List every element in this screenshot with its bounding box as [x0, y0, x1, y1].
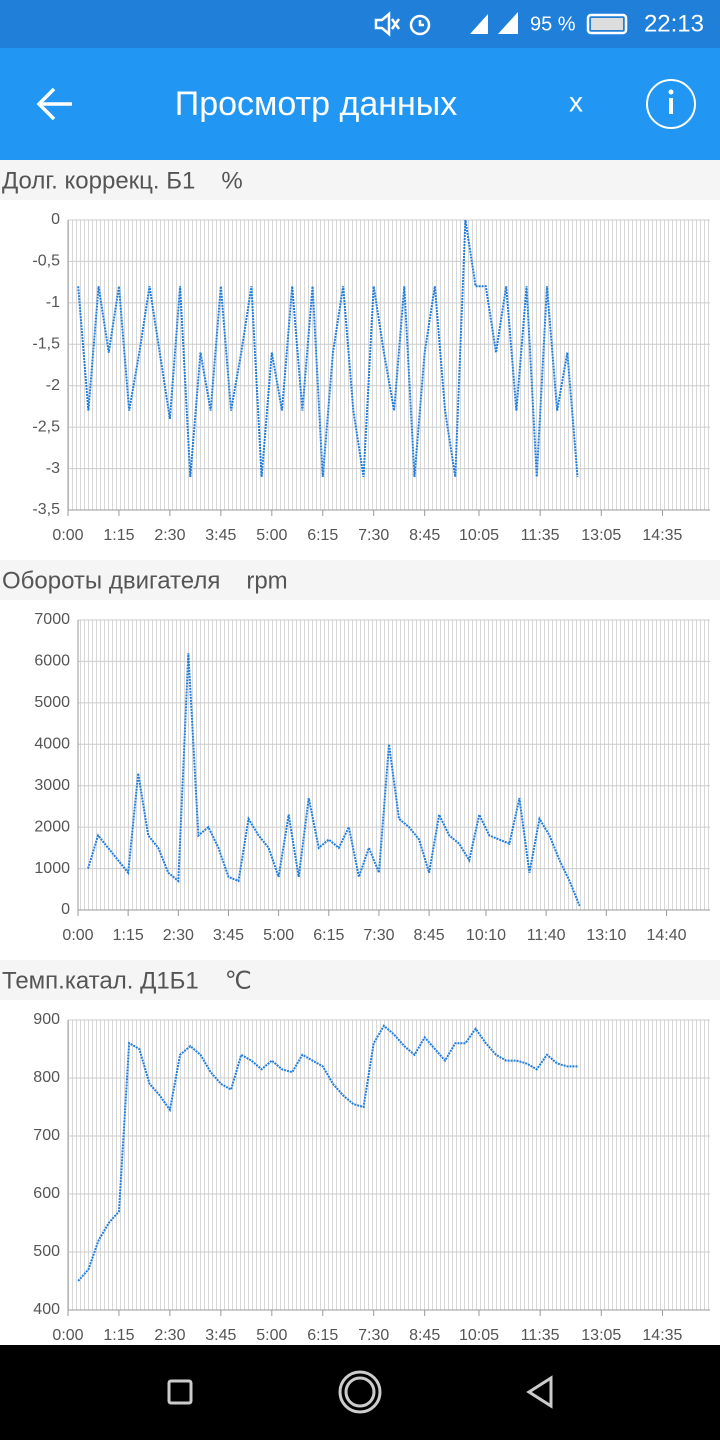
x-tick-label: 13:05 [581, 1327, 621, 1344]
y-tick-label: 6000 [34, 653, 70, 670]
chart-title: Долг. коррекц. Б1 [2, 167, 195, 194]
y-tick-label: 400 [33, 1301, 60, 1318]
battery-text: 95 % [530, 13, 576, 35]
data-line [77, 1024, 578, 1282]
x-tick-label: 0:00 [52, 1327, 83, 1344]
y-tick-label: 3000 [34, 777, 70, 794]
x-tick-label: 3:45 [205, 1327, 236, 1344]
chart-header [0, 560, 720, 600]
x-tick-label: 3:45 [205, 527, 236, 544]
x-tick-label: 14:35 [642, 527, 682, 544]
minor-grid [78, 620, 710, 910]
x-tick-label: 7:30 [358, 527, 389, 544]
x-tick-label: 8:45 [409, 1327, 440, 1344]
x-tick-label: 3:45 [213, 927, 244, 944]
y-tick-label: -0,5 [32, 253, 60, 270]
x-tick-label: 1:15 [103, 527, 134, 544]
x-tick-label: 7:30 [363, 927, 394, 944]
x-tick-label: 11:40 [527, 927, 566, 944]
y-tick-label: 600 [33, 1185, 60, 1202]
x-tick-label: 14:35 [642, 1327, 682, 1344]
y-tick-label: 1000 [34, 860, 70, 877]
y-tick-label: -1,5 [32, 336, 60, 353]
y-tick-label: 5000 [34, 694, 70, 711]
x-tick-label: 11:35 [521, 1327, 560, 1344]
y-tick-label: 7000 [34, 611, 70, 628]
data-line [77, 219, 579, 478]
clock: 22:13 [644, 10, 704, 37]
minor-grid [68, 1020, 710, 1310]
x-tick-label: 1:15 [113, 927, 144, 944]
minor-grid [68, 220, 710, 510]
y-tick-label: 900 [33, 1011, 60, 1028]
chart-unit: % [221, 167, 242, 194]
y-tick-label: -1 [46, 294, 60, 311]
x-tick-label: 10:05 [459, 1327, 499, 1344]
data-line [87, 653, 581, 907]
app-title: Просмотр данных [175, 85, 457, 123]
y-tick-label: 2000 [34, 818, 70, 835]
x-tick-label: 1:15 [103, 1327, 134, 1344]
x-tick-label: 5:00 [256, 527, 287, 544]
x-tick-label: 2:30 [154, 527, 185, 544]
y-tick-label: 4000 [34, 736, 70, 753]
chart-header [0, 160, 720, 200]
signal-icons [470, 12, 623, 34]
x-tick-label: 2:30 [154, 1327, 185, 1344]
status-icons [374, 11, 628, 37]
y-tick-label: 0 [61, 901, 70, 918]
chart-unit: rpm [246, 567, 287, 594]
x-tick-label: 8:45 [414, 927, 445, 944]
nav-bar [0, 1345, 720, 1440]
x-tick-label: 8:45 [409, 527, 440, 544]
x-tick-label: 7:30 [358, 1327, 389, 1344]
y-tick-label: -3,5 [32, 501, 60, 518]
x-tick-label: 2:30 [163, 927, 194, 944]
y-tick-label: 700 [33, 1127, 60, 1144]
chart-title: Темп.катал. Д1Б1 [2, 967, 199, 994]
y-tick-label: 800 [33, 1069, 60, 1086]
y-tick-label: 0 [51, 211, 60, 228]
info-button[interactable] [646, 79, 696, 129]
y-tick-label: -2,5 [32, 418, 60, 435]
close-button[interactable]: x [569, 86, 583, 117]
x-tick-label: 6:15 [307, 1327, 338, 1344]
x-tick-label: 13:10 [586, 927, 626, 944]
x-tick-label: 14:40 [647, 927, 687, 944]
y-tick-label: 500 [33, 1243, 60, 1260]
x-tick-label: 6:15 [313, 927, 344, 944]
chart-header [0, 960, 720, 1000]
x-tick-label: 13:05 [581, 527, 621, 544]
back-button[interactable] [36, 87, 72, 121]
app-bar [0, 48, 720, 160]
chart-unit: ℃ [225, 967, 252, 994]
chart-title: Обороты двигателя [2, 567, 220, 594]
x-tick-label: 11:35 [521, 527, 560, 544]
x-tick-label: 10:10 [466, 927, 506, 944]
y-tick-label: -2 [46, 377, 60, 394]
nav-buttons[interactable] [167, 1370, 553, 1414]
x-tick-label: 5:00 [256, 1327, 287, 1344]
x-tick-label: 6:15 [307, 527, 338, 544]
x-tick-label: 0:00 [52, 527, 83, 544]
x-tick-label: 0:00 [62, 927, 93, 944]
x-tick-label: 5:00 [263, 927, 294, 944]
y-tick-label: -3 [46, 460, 60, 477]
x-tick-label: 10:05 [459, 527, 499, 544]
